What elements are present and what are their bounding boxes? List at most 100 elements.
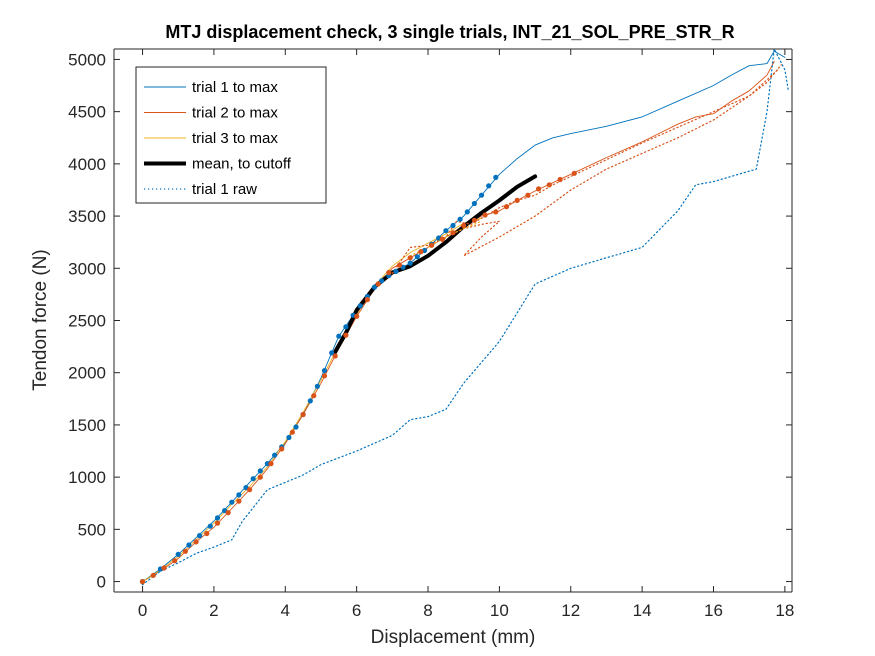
y-tick-label: 500	[78, 520, 106, 539]
x-tick-label: 14	[633, 601, 652, 620]
data-point-1-16	[311, 393, 317, 399]
data-point-1-10	[247, 487, 253, 493]
y-tick-label: 1500	[68, 416, 106, 435]
data-point-1-28	[439, 236, 445, 242]
data-point-0-23	[336, 333, 342, 339]
data-point-0-28	[371, 284, 378, 290]
x-tick-label: 18	[775, 601, 794, 620]
data-point-1-12	[268, 461, 274, 467]
data-point-0-34	[414, 254, 420, 260]
y-axis-label: Tendon force (N)	[30, 249, 51, 391]
y-tick-labels: 0 500 1000 1500 2000 2500 3000 3500 4000 4500 5000	[68, 50, 106, 591]
data-point-1-39	[557, 176, 563, 183]
x-tick-label: 10	[490, 601, 509, 620]
data-point-0-26	[357, 303, 363, 309]
data-point-0-16	[286, 434, 292, 441]
data-point-1-6	[204, 530, 210, 537]
data-point-0-29	[379, 278, 385, 284]
data-point-0-20	[314, 383, 320, 389]
marker-layer	[139, 170, 577, 585]
data-point-0-40	[457, 216, 463, 222]
data-point-1-29	[450, 230, 456, 236]
data-point-0-44	[486, 183, 492, 189]
legend-label-trial-1-raw: trial 1 raw	[192, 181, 257, 198]
x-tick-label: 2	[209, 601, 218, 620]
y-tick-label: 3500	[68, 207, 106, 226]
data-point-1-35	[514, 197, 520, 203]
data-point-1-15	[300, 411, 306, 418]
data-point-0-9	[236, 492, 242, 498]
data-point-1-4	[182, 548, 188, 554]
data-point-0-14	[272, 452, 278, 458]
data-point-0-17	[293, 424, 299, 430]
x-tick-label: 4	[281, 601, 290, 620]
data-point-0-4	[197, 533, 203, 539]
series-line-trial-2-to-max	[142, 61, 775, 583]
x-tick-label: 6	[352, 601, 361, 620]
legend-label-mean-to-cutoff: mean, to cutoff	[192, 156, 292, 173]
data-point-0-3	[186, 542, 192, 548]
data-point-0-42	[471, 200, 477, 207]
data-point-0-11	[250, 476, 256, 482]
legend-box	[135, 66, 327, 204]
legend-label-trial-1-to-max: trial 1 to max	[192, 79, 278, 96]
y-tick-label: 0	[97, 573, 106, 592]
data-point-1-24	[396, 262, 403, 268]
x-tick-label: 0	[138, 601, 147, 620]
data-point-1-26	[418, 249, 424, 255]
y-tick-label: 2000	[68, 364, 106, 383]
data-point-0-6	[214, 515, 221, 521]
data-point-1-23	[386, 269, 392, 276]
y-tick-label: 4000	[68, 155, 106, 174]
data-point-1-31	[471, 217, 477, 223]
data-point-1-33	[493, 209, 499, 215]
data-point-0-12	[257, 468, 263, 474]
x-tick-labels: 0 2 4 6 8 10 12 14 16 18	[138, 601, 795, 620]
data-point-0-21	[321, 368, 328, 374]
data-point-0-2	[175, 551, 181, 558]
x-axis-label: Displacement (mm)	[371, 627, 536, 648]
data-point-0-8	[229, 499, 235, 505]
data-point-0-38	[443, 228, 449, 234]
data-point-1-0	[139, 579, 146, 585]
y-tick-label: 2500	[68, 312, 106, 331]
data-point-0-33	[407, 260, 413, 266]
data-point-0-24	[343, 324, 349, 330]
data-point-1-37	[536, 186, 542, 192]
data-point-1-13	[279, 446, 285, 452]
data-point-0-31	[393, 268, 399, 274]
data-point-1-20	[354, 313, 360, 319]
axes-layer	[113, 48, 793, 593]
data-point-1-36	[525, 192, 531, 198]
data-point-1-34	[503, 204, 510, 210]
data-point-1-2	[161, 565, 167, 571]
data-point-1-25	[407, 255, 413, 261]
chart-title: MTJ displacement check, 3 single trials,…	[165, 22, 734, 42]
data-point-1-1	[150, 572, 156, 578]
series-line-trial-1-raw	[141, 48, 789, 586]
y-tick-label: 1000	[68, 468, 106, 487]
x-tick-label: 8	[423, 601, 432, 620]
data-point-1-14	[289, 429, 295, 435]
data-point-0-43	[478, 192, 485, 198]
x-tick-label: 12	[561, 601, 580, 620]
data-point-0-13	[264, 461, 270, 467]
data-point-1-27	[429, 242, 435, 248]
data-point-1-38	[546, 182, 552, 188]
data-point-1-18	[332, 353, 338, 359]
data-point-1-21	[364, 297, 370, 303]
data-point-0-5	[207, 523, 213, 529]
data-point-1-19	[343, 332, 349, 338]
legend-label-trial-2-to-max: trial 2 to max	[192, 105, 278, 122]
data-point-1-32	[482, 212, 488, 218]
legend: trial 1 to max trial 2 to max trial 3 to m…	[135, 66, 327, 204]
series-line-mean-to-cutoff	[333, 174, 538, 354]
y-tick-label: 5000	[68, 50, 106, 69]
data-point-0-39	[450, 222, 456, 229]
data-point-1-8	[225, 509, 231, 516]
data-point-1-17	[321, 373, 328, 379]
data-point-1-3	[172, 558, 178, 564]
y-tick-label: 4500	[68, 103, 106, 122]
